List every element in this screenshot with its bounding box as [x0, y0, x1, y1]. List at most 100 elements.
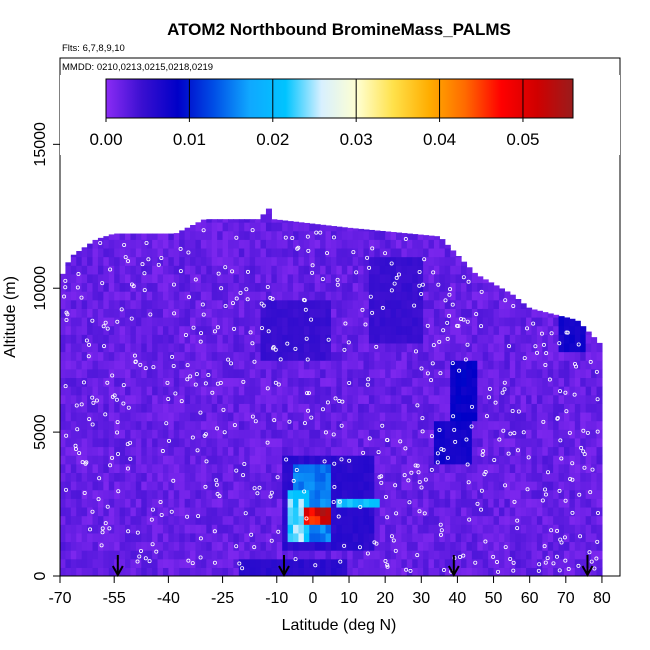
heatmap-cell: [265, 386, 272, 396]
heatmap-cell: [314, 506, 321, 517]
sample-point: [306, 408, 311, 413]
heatmap-cell: [97, 481, 104, 491]
x-tick-label: -25: [211, 590, 234, 607]
heatmap-cell: [135, 256, 142, 266]
heatmap-cell: [271, 360, 278, 370]
heatmap-cell: [206, 515, 213, 525]
sample-point: [283, 235, 288, 240]
heatmap-cell: [211, 506, 218, 517]
heatmap-cell: [591, 455, 598, 465]
heatmap-cell: [293, 437, 300, 448]
heatmap-cell: [450, 308, 457, 318]
sample-point: [473, 560, 478, 565]
heatmap-cell: [417, 299, 424, 309]
heatmap-cell: [238, 515, 245, 525]
heatmap-cell: [249, 291, 256, 301]
heatmap-cell: [222, 532, 229, 543]
heatmap-cell: [152, 446, 159, 456]
heatmap-cell: [526, 481, 533, 491]
heatmap-cell: [157, 550, 164, 560]
heatmap-cell: [81, 498, 88, 508]
sample-point: [198, 410, 203, 415]
heatmap-cell: [103, 334, 110, 344]
heatmap-cell: [488, 506, 495, 517]
heatmap-cell: [65, 446, 72, 456]
heatmap-cell: [396, 273, 403, 284]
heatmap-cell: [417, 256, 424, 266]
heatmap-cell: [591, 377, 598, 387]
heatmap-cell: [76, 429, 83, 439]
heatmap-cell: [596, 351, 603, 361]
heatmap-cell: [374, 368, 381, 379]
sample-point: [126, 259, 131, 264]
heatmap-cell: [211, 256, 218, 266]
heatmap-cell: [498, 489, 505, 499]
heatmap-cell: [87, 299, 94, 309]
heatmap-cell: [466, 308, 473, 318]
heatmap-cell: [417, 342, 424, 353]
heatmap-cell: [564, 481, 571, 491]
heatmap-cell: [195, 455, 202, 465]
sample-point: [86, 354, 91, 359]
heatmap-cell: [520, 567, 527, 576]
heatmap-cell: [574, 498, 581, 508]
heatmap-cell: [363, 342, 370, 353]
sample-point: [147, 559, 152, 564]
heatmap-cell: [358, 558, 365, 568]
heatmap-cell: [282, 247, 289, 258]
heatmap-cell: [520, 437, 527, 448]
heatmap-cell: [146, 342, 153, 353]
heatmap-cell: [162, 351, 169, 361]
sample-point: [63, 278, 68, 283]
heatmap-cell: [368, 567, 375, 576]
heatmap-cell: [276, 481, 283, 491]
heatmap-cell: [206, 558, 213, 568]
heatmap-cell: [249, 498, 256, 508]
heatmap-cell: [179, 567, 186, 576]
heatmap-cell: [108, 394, 115, 404]
heatmap-cell: [352, 239, 359, 249]
heatmap-cell: [444, 506, 451, 517]
sample-point: [132, 353, 137, 358]
heatmap-cell: [396, 232, 403, 240]
heatmap-cell: [498, 429, 505, 439]
heatmap-cell: [238, 437, 245, 448]
heatmap-cell: [125, 325, 132, 335]
heatmap-cell: [341, 265, 348, 275]
heatmap-cell: [276, 222, 283, 232]
heatmap-cell: [293, 334, 300, 344]
heatmap-cell: [401, 420, 408, 430]
heatmap-cell: [103, 265, 110, 275]
chart-title: ATOM2 Northbound BromineMass_PALMS: [167, 20, 511, 39]
heatmap-cell: [222, 446, 229, 456]
heatmap-cell: [114, 481, 121, 491]
heatmap-cell: [547, 325, 554, 335]
heatmap-cell: [190, 532, 197, 543]
heatmap-cell: [471, 386, 478, 396]
heatmap-cell: [287, 489, 294, 499]
heatmap-cell: [482, 342, 489, 353]
heatmap-cell: [455, 360, 462, 370]
heatmap-cell: [200, 351, 207, 361]
heatmap-cell: [569, 325, 576, 335]
heatmap-cell: [293, 498, 300, 508]
heatmap-cell: [303, 377, 310, 387]
heatmap-cell: [336, 541, 343, 551]
heatmap-cell: [103, 550, 110, 560]
heatmap-cell: [119, 291, 126, 301]
heatmap-cell: [298, 550, 305, 560]
heatmap-cell: [423, 429, 430, 439]
sample-point: [372, 540, 377, 545]
heatmap-cell: [412, 446, 419, 456]
heatmap-cell: [206, 567, 213, 576]
sample-point: [403, 237, 408, 242]
heatmap-cell: [580, 506, 587, 517]
heatmap-cell: [585, 481, 592, 491]
heatmap-cell: [260, 222, 267, 232]
heatmap-cell: [206, 256, 213, 266]
heatmap-cell: [217, 247, 224, 258]
heatmap-cell: [417, 334, 424, 344]
heatmap-cell: [217, 291, 224, 301]
sample-point: [385, 515, 390, 520]
heatmap-cell: [195, 411, 202, 422]
